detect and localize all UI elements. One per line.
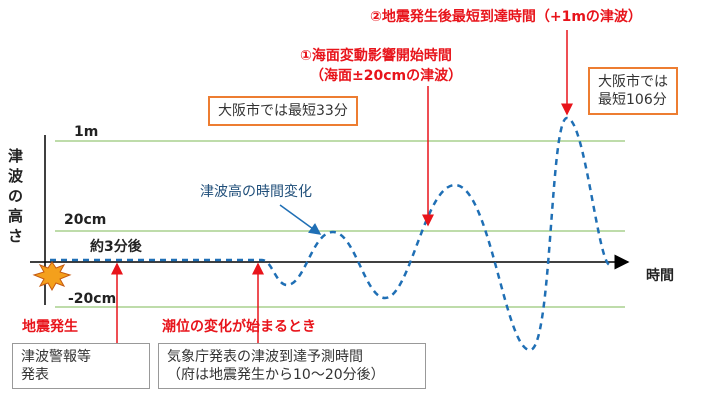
level-20cm: 20cm xyxy=(64,212,107,228)
level-lines xyxy=(55,140,625,308)
box-line: 発表 xyxy=(21,367,49,383)
warning-box: 津波警報等 発表 xyxy=(12,343,150,389)
y-axis-label: 津波の高さ xyxy=(8,147,24,245)
wave-pointer xyxy=(279,204,322,235)
tide-change-label: 潮位の変化が始まるとき xyxy=(162,319,316,335)
impact-start: ①海面変動影響開始時間 xyxy=(300,48,452,64)
box-line: 津波警報等 xyxy=(21,349,91,365)
box-line: （府は地震発生から10～20分後） xyxy=(167,367,385,383)
quake-label: 地震発生 xyxy=(22,319,78,335)
box-line: 大阪市では xyxy=(598,74,668,90)
impact-start-note: （海面±20cmの津波） xyxy=(310,68,463,84)
jma-box: 気象庁発表の津波到達予測時間 （府は地震発生から10～20分後） xyxy=(158,343,426,389)
level-minus-20cm: -20cm xyxy=(68,291,117,307)
box-line: 最短106分 xyxy=(598,92,667,108)
osaka-106-box: 大阪市では最短106分 xyxy=(588,67,678,115)
wave xyxy=(50,116,612,352)
level-1m: 1m xyxy=(74,124,99,140)
osaka-33-box: 大阪市では最短33分 xyxy=(208,96,358,126)
latest-arrival: ②地震発生後最短到達時間（+1mの津波） xyxy=(370,9,642,25)
x-axis-label: 時間 xyxy=(646,268,674,284)
box-line: 気象庁発表の津波到達予測時間 xyxy=(167,349,363,365)
wave-label: 津波高の時間変化 xyxy=(200,184,312,200)
about-3-min: 約3分後 xyxy=(90,239,142,255)
quake-icon xyxy=(32,261,72,292)
